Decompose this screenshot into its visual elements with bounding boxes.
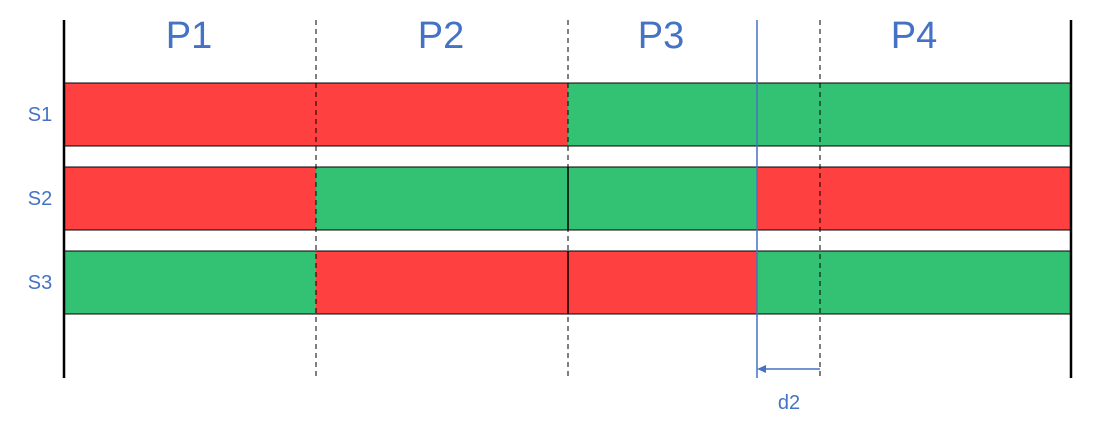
bar-s1-segment-2 bbox=[316, 83, 568, 146]
phase-label-p2: P2 bbox=[418, 15, 464, 57]
phase-label-p1: P1 bbox=[166, 15, 212, 57]
phase-label-p4: P4 bbox=[891, 15, 937, 57]
row-label-s2: S2 bbox=[28, 188, 52, 210]
bar-s2-segment-4 bbox=[757, 167, 1071, 230]
bar-s1-segment-1 bbox=[64, 83, 316, 146]
bar-s3-segment-4 bbox=[757, 251, 1071, 314]
row-label-s1: S1 bbox=[28, 104, 52, 126]
bar-s2-segment-3 bbox=[568, 167, 757, 230]
phase-label-p3: P3 bbox=[638, 15, 684, 57]
delay-arrow bbox=[757, 365, 820, 373]
row-label-s3: S3 bbox=[28, 272, 52, 294]
bar-s1-segment-4 bbox=[757, 83, 1071, 146]
bar-s3-segment-3 bbox=[568, 251, 757, 314]
bar-s2-segment-2 bbox=[316, 167, 568, 230]
bar-s3-segment-1 bbox=[64, 251, 316, 314]
delay-label: d2 bbox=[778, 392, 800, 414]
bar-s2-segment-1 bbox=[64, 167, 316, 230]
bar-s3-segment-2 bbox=[316, 251, 568, 314]
bar-s1-segment-3 bbox=[568, 83, 757, 146]
